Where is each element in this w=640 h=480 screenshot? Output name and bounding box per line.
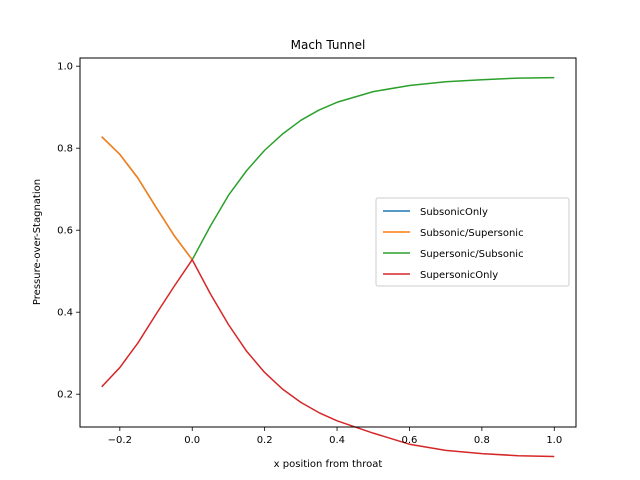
x-tick-label: 1.0 [546, 435, 562, 446]
x-tick-label: 0.0 [184, 435, 200, 446]
x-axis-label: x position from throat [274, 459, 383, 470]
y-axis-label: Pressure-over-Stagnation [32, 179, 43, 305]
legend-entry-label: SubsonicOnly [420, 207, 488, 218]
y-tick-label: 0.4 [57, 308, 73, 319]
legend-box [375, 197, 570, 287]
y-tick-label: 0.2 [57, 390, 73, 401]
legend-entry-label: SupersonicOnly [420, 270, 498, 281]
legend: SubsonicOnly Subsonic/Supersonic Supersoni… [375, 197, 570, 287]
series-line-1 [101, 136, 193, 261]
plot-frame [79, 57, 577, 428]
y-tick-label: 0.8 [57, 144, 73, 155]
x-tick-label: −0.2 [108, 435, 132, 446]
y-axis-ticks: 0.2 0.4 0.6 0.8 1.0 [57, 62, 80, 401]
x-tick-label: 0.2 [257, 435, 273, 446]
legend-entry-label: Subsonic/Supersonic [420, 228, 524, 239]
x-tick-label: 0.8 [474, 435, 490, 446]
series-line-2 [191, 76, 555, 261]
y-tick-label: 0.6 [57, 226, 73, 237]
series-lines [101, 76, 555, 458]
legend-entry-label: Supersonic/Subsonic [420, 249, 524, 260]
x-tick-label: 0.6 [402, 435, 418, 446]
x-axis-ticks: −0.2 0.0 0.2 0.4 0.6 0.8 1.0 [108, 427, 562, 446]
series-line-3 [101, 258, 555, 458]
x-tick-label: 0.4 [329, 435, 345, 446]
y-tick-label: 1.0 [57, 62, 73, 73]
chart-title: Mach Tunnel [291, 38, 366, 52]
